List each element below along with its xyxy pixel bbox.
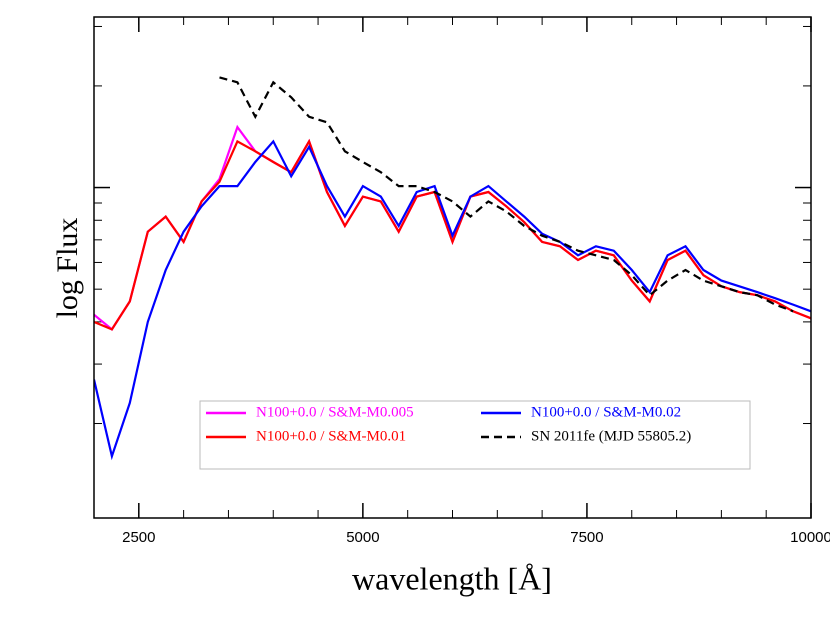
- plot-frame: [93, 16, 812, 519]
- legend-label: N100+0.0 / S&M-M0.02: [531, 404, 681, 420]
- x-tick-label: 2500: [122, 529, 155, 546]
- legend-label: N100+0.0 / S&M-M0.01: [256, 428, 406, 444]
- series-line: [94, 139, 811, 461]
- x-tick-label: 7500: [570, 529, 603, 546]
- y-axis-label: log Flux: [51, 218, 84, 319]
- x-tick-label: 5000: [346, 529, 379, 546]
- series-line: [219, 76, 794, 313]
- legend-label: N100+0.0 / S&M-M0.005: [256, 404, 414, 420]
- x-tick-label: 10000: [790, 529, 830, 546]
- legend-label: SN 2011fe (MJD 55805.2): [531, 428, 691, 444]
- legend-box: [199, 400, 751, 470]
- x-axis-label: wavelength [Å]: [352, 560, 552, 596]
- series-line: [94, 138, 811, 331]
- series-line: [94, 124, 811, 332]
